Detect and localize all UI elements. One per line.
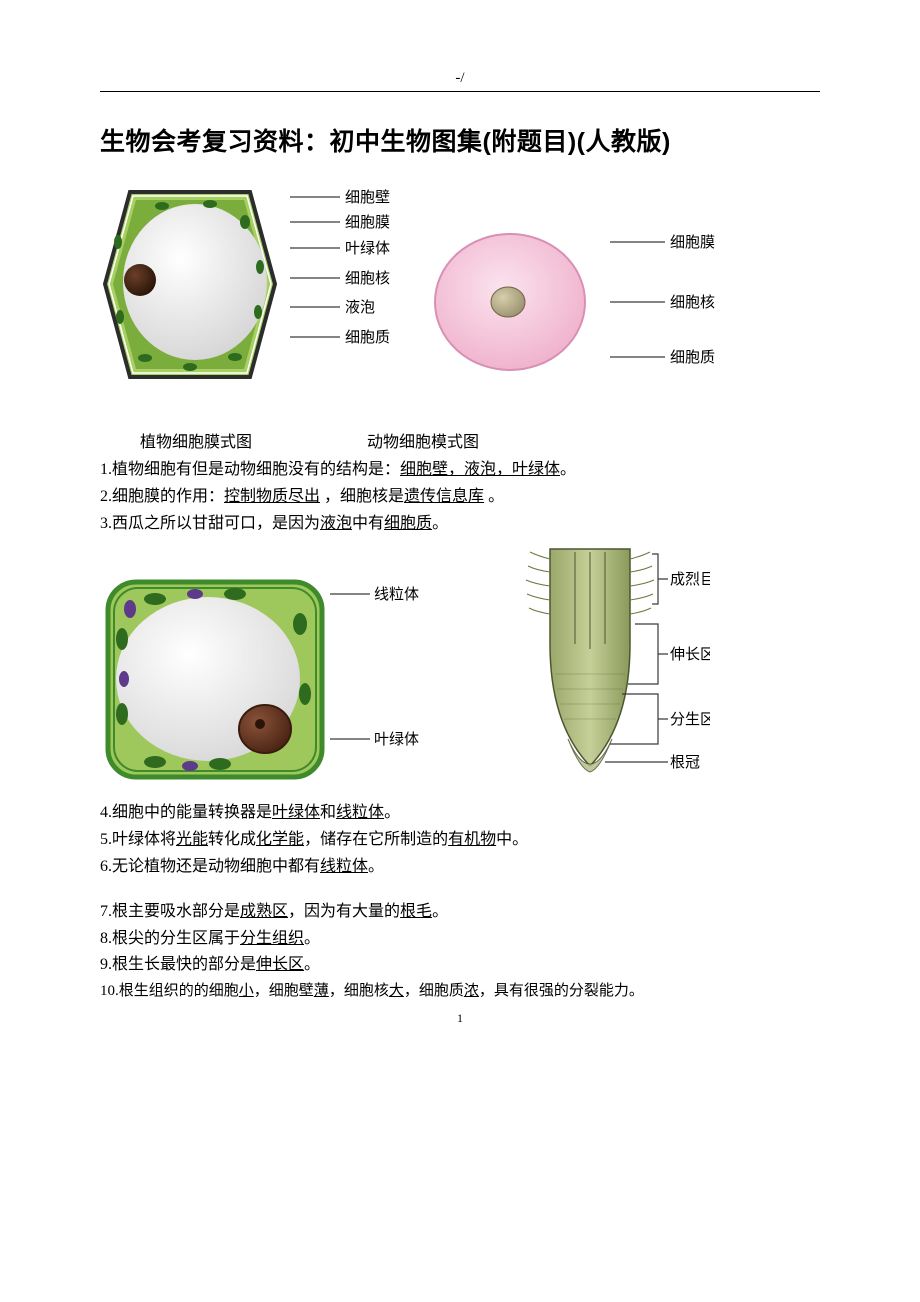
plant-cell-svg (100, 182, 280, 387)
t: 伸长区 (256, 956, 304, 973)
t: 。 (368, 858, 384, 875)
page-number: 1 (100, 1011, 820, 1026)
t: 。 (304, 956, 320, 973)
header-rule (100, 91, 820, 92)
header-mark: -/ (100, 70, 820, 87)
line-6: 6.无论植物还是动物细胞中都有线粒体。 (100, 855, 820, 880)
t: 。 (560, 461, 576, 478)
t: ，因为有大量的 (288, 903, 400, 920)
label-cap: 根冠 (670, 754, 700, 771)
t: 线粒体 (336, 804, 384, 821)
caption-animal: 动物细胞模式图 (367, 428, 479, 452)
plant-cell-labels: 细胞壁 细胞膜 叶绿体 细胞核 液泡 细胞质 (290, 182, 420, 387)
line-2: 2.细胞膜的作用：控制物质尽出 ，细胞核是遗传信息库 。 (100, 485, 820, 510)
t: 小 (239, 983, 254, 999)
line-3: 3.西瓜之所以甘甜可口，是因为液泡中有细胞质。 (100, 512, 820, 537)
t: 成熟区 (240, 903, 288, 920)
t: 6.无论植物还是动物细胞中都有 (100, 858, 320, 875)
t: 。 (432, 903, 448, 920)
label-a-nucleus: 细胞核 (670, 294, 715, 311)
line-9: 9.根生长最快的部分是伸长区。 (100, 953, 820, 978)
t: 化学能 (256, 831, 304, 848)
t: 分生组织 (240, 930, 304, 947)
page-title: 生物会考复习资料：初中生物图集(附题目)(人教版) (100, 122, 820, 158)
t: ，细胞壁 (254, 983, 314, 999)
line-10: 10.根生组织的的细胞小，细胞壁薄，细胞核大，细胞质浓，具有很强的分裂能力。 (100, 980, 820, 1003)
t: 光能 (176, 831, 208, 848)
label-mito: 线粒体 (374, 586, 419, 603)
t: ，细胞核 (329, 983, 389, 999)
t: 浓 (464, 983, 479, 999)
t: 5.叶绿体将 (100, 831, 176, 848)
t: 大 (389, 983, 404, 999)
t: 根毛 (400, 903, 432, 920)
line-8: 8.根尖的分生区属于分生组织。 (100, 927, 820, 952)
organelle-cell-svg (100, 564, 330, 789)
t: 细胞质 (384, 515, 432, 532)
t: 2.细胞膜的作用： (100, 488, 224, 505)
animal-cell-labels: 细胞膜 细胞核 细胞质 (610, 222, 730, 422)
plant-cell-diagram (100, 182, 280, 387)
line-1: 1.植物细胞有但是动物细胞没有的结构是：细胞壁，液泡，叶绿体。 (100, 458, 820, 483)
t: ，细胞核是 (320, 488, 404, 505)
t: ，储存在它所制造的 (304, 831, 448, 848)
line-5: 5.叶绿体将光能转化成化学能，储存在它所制造的有机物中。 (100, 828, 820, 853)
t: 4.细胞中的能量转换器是 (100, 804, 272, 821)
label-cell-wall: 细胞壁 (345, 189, 390, 206)
label-elong: 伸长区 (670, 646, 710, 663)
organelle-labels: 线粒体 叶绿体 (330, 544, 430, 789)
t: 中。 (496, 831, 528, 848)
label-cytoplasm: 细胞质 (345, 329, 390, 346)
line-4: 4.细胞中的能量转换器是叶绿体和线粒体。 (100, 801, 820, 826)
t: 液泡 (320, 515, 352, 532)
t: ，细胞质 (404, 983, 464, 999)
t: 薄 (314, 983, 329, 999)
t: 10.根生组织的的细胞 (100, 983, 239, 999)
t: 细胞壁，液泡，叶绿体 (400, 461, 560, 478)
animal-cell-svg (430, 222, 600, 382)
caption-plant: 植物细胞膜式图 (140, 428, 252, 452)
t: 。 (484, 488, 504, 505)
t: 。 (384, 804, 400, 821)
label-chloro2: 叶绿体 (374, 731, 419, 748)
t: 控制物质尽出 (224, 488, 320, 505)
t: ，具有很强的分裂能力。 (479, 983, 644, 999)
label-membrane: 细胞膜 (345, 214, 390, 231)
t: 3.西瓜之所以甘甜可口，是因为 (100, 515, 320, 532)
t: 9.根生长最快的部分是 (100, 956, 256, 973)
label-chloroplast: 叶绿体 (345, 240, 390, 257)
organelle-cell-diagram (100, 564, 330, 789)
t: 1.植物细胞有但是动物细胞没有的结构是： (100, 461, 400, 478)
t: 转化成 (208, 831, 256, 848)
t: 7.根主要吸水部分是 (100, 903, 240, 920)
t: 遗传信息库 (404, 488, 484, 505)
t: 有机物 (448, 831, 496, 848)
t: 8.根尖的分生区属于 (100, 930, 240, 947)
t: 。 (304, 930, 320, 947)
root-tip-svg: 成烈巨 伸长区 分生区 根冠 (520, 544, 710, 789)
label-mature: 成烈巨 (670, 571, 710, 588)
t: 线粒体 (320, 858, 368, 875)
t: 叶绿体 (272, 804, 320, 821)
line-7: 7.根主要吸水部分是成熟区，因为有大量的根毛。 (100, 900, 820, 925)
t: 。 (432, 515, 448, 532)
figure-row-1: 细胞壁 细胞膜 叶绿体 细胞核 液泡 细胞质 (100, 182, 820, 422)
label-vacuole: 液泡 (345, 299, 375, 316)
t: 中有 (352, 515, 384, 532)
figure-row-2: 线粒体 叶绿体 (100, 544, 820, 789)
label-a-membrane: 细胞膜 (670, 234, 715, 251)
label-nucleus: 细胞核 (345, 270, 390, 287)
root-tip-diagram: 成烈巨 伸长区 分生区 根冠 (520, 544, 710, 789)
caption-row-1: 植物细胞膜式图 动物细胞模式图 (140, 428, 820, 452)
label-meristem: 分生区 (670, 711, 710, 728)
label-a-cytoplasm: 细胞质 (670, 349, 715, 366)
animal-cell-diagram (430, 222, 600, 382)
t: 和 (320, 804, 336, 821)
